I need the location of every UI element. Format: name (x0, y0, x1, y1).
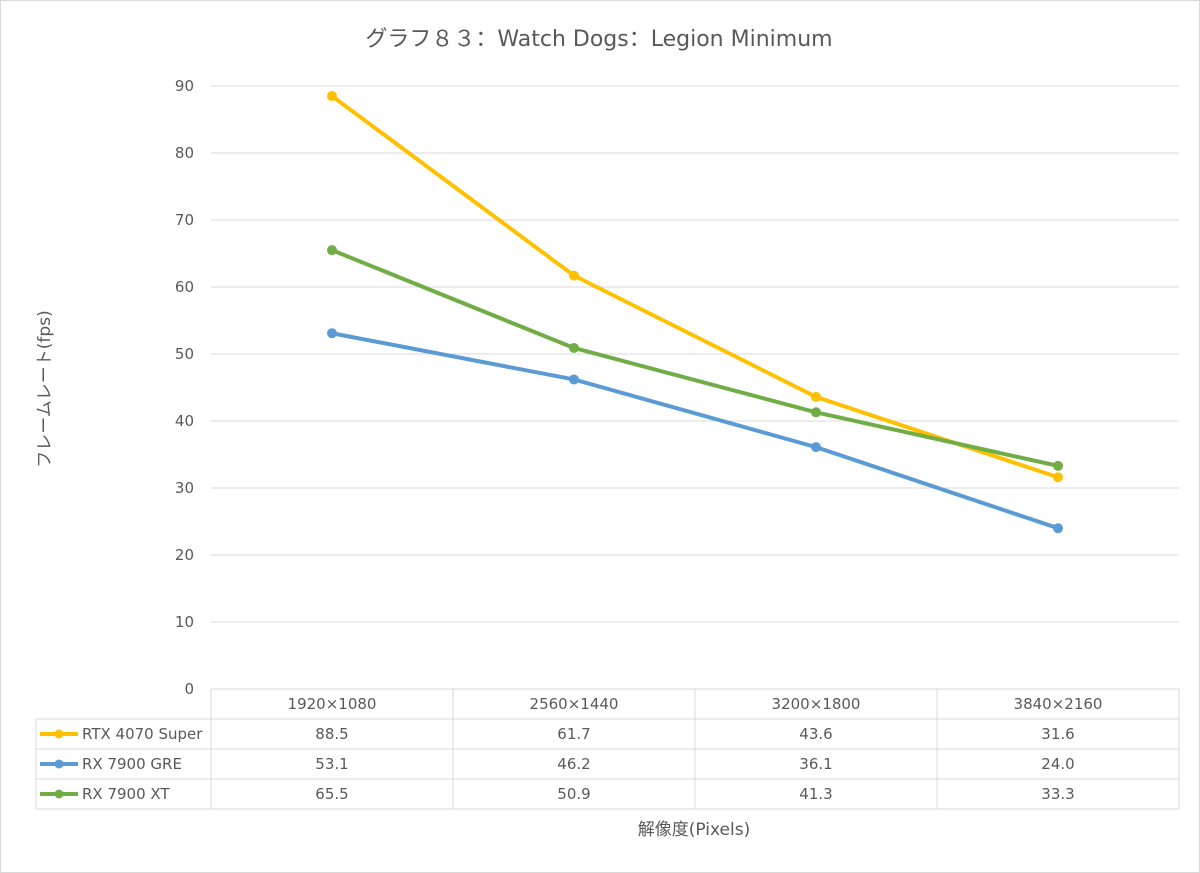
y-tick-label: 80 (175, 144, 194, 162)
data-label: 65.5 (315, 785, 348, 803)
data-label: 36.1 (799, 755, 832, 773)
data-point (811, 407, 821, 418)
data-label: 88.5 (315, 725, 348, 743)
data-label: 53.1 (315, 755, 348, 773)
legend-label: RTX 4070 Super (82, 725, 203, 743)
gridlines (211, 85, 1179, 623)
y-tick-label: 90 (175, 77, 194, 95)
data-label: 46.2 (557, 755, 590, 773)
legend-key-marker (54, 789, 64, 799)
legend-label: RX 7900 XT (82, 785, 170, 803)
y-axis-ticks: 0 10 20 30 40 50 60 70 80 90 (175, 77, 194, 698)
series-line (330, 331, 1060, 531)
series-lines (327, 91, 1063, 534)
data-point (811, 391, 821, 402)
data-table: 1920×1080 2560×1440 3200×1800 3840×2160 RTX … (35, 688, 1180, 810)
data-point (1053, 460, 1063, 471)
x-category-label: 1920×1080 (288, 695, 377, 713)
data-label: 41.3 (799, 785, 832, 803)
data-label: 31.6 (1041, 725, 1074, 743)
y-axis-title: フレームレート(fps) (35, 310, 55, 467)
data-point (327, 245, 337, 256)
data-point (569, 374, 579, 385)
data-point (327, 91, 337, 102)
data-point (1053, 472, 1063, 483)
legend-key-marker (54, 729, 64, 739)
data-label: 50.9 (557, 785, 590, 803)
x-category-label: 3840×2160 (1014, 695, 1103, 713)
data-label: 24.0 (1041, 755, 1074, 773)
y-tick-label: 60 (175, 278, 194, 296)
data-point (327, 328, 337, 339)
series-line (330, 248, 1060, 468)
y-tick-label: 70 (175, 211, 194, 229)
data-label: 61.7 (557, 725, 590, 743)
y-tick-label: 30 (175, 479, 194, 497)
y-tick-label: 20 (175, 546, 194, 564)
x-category-label: 3200×1800 (772, 695, 861, 713)
x-category-label: 2560×1440 (530, 695, 619, 713)
y-tick-label: 10 (175, 613, 194, 631)
data-point (569, 270, 579, 281)
data-label: 33.3 (1041, 785, 1074, 803)
data-point (1053, 523, 1063, 534)
legend-label: RX 7900 GRE (82, 755, 182, 773)
y-tick-label: 50 (175, 345, 194, 363)
legend-key-marker (54, 759, 64, 769)
y-tick-label: 40 (175, 412, 194, 430)
data-point (811, 442, 821, 453)
data-label: 43.6 (799, 725, 832, 743)
data-point (569, 342, 579, 353)
x-axis-title: 解像度(Pixels) (638, 820, 750, 840)
y-tick-label: 0 (184, 680, 194, 698)
chart-title: グラフ８３：Watch Dogs：Legion Minimum (365, 27, 832, 52)
